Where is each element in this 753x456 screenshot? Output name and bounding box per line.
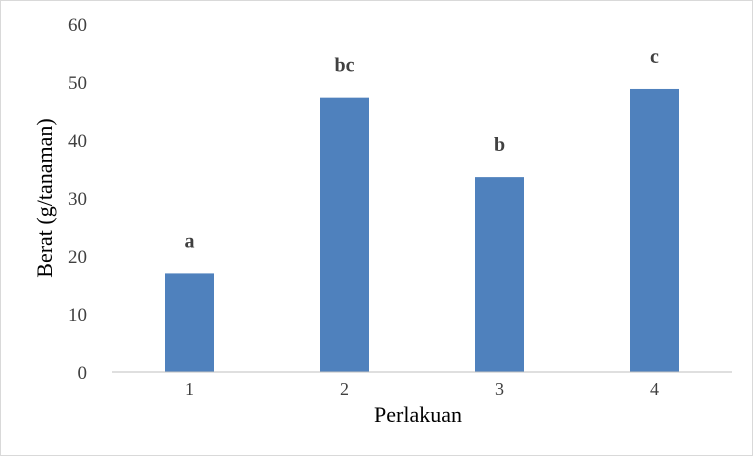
data-label: a (185, 230, 195, 252)
y-tick-label: 10 (68, 305, 87, 326)
x-tick-label: 2 (340, 379, 349, 399)
bar (165, 273, 214, 372)
bar (320, 97, 369, 372)
bars (165, 88, 679, 373)
y-axis-title: Berat (g/tanaman) (32, 118, 57, 277)
x-tick-label: 1 (185, 379, 194, 399)
x-axis-title: Perlakuan (374, 402, 462, 427)
x-tick-label: 3 (495, 379, 504, 399)
y-tick-label: 50 (68, 73, 87, 94)
bar (475, 177, 524, 372)
data-label: c (650, 46, 659, 68)
y-tick-label: 20 (68, 247, 87, 268)
y-tick-labels: 0 10 20 30 40 50 60 (68, 15, 87, 384)
data-label: b (494, 134, 505, 156)
x-tick-label: 4 (650, 379, 659, 399)
x-tick-labels: 1 2 3 4 (185, 379, 659, 399)
y-tick-label: 40 (68, 131, 87, 152)
bar (630, 88, 679, 373)
y-tick-label: 60 (68, 15, 87, 36)
y-tick-label: 0 (78, 363, 88, 384)
data-label: bc (335, 55, 355, 77)
y-tick-label: 30 (68, 189, 87, 210)
